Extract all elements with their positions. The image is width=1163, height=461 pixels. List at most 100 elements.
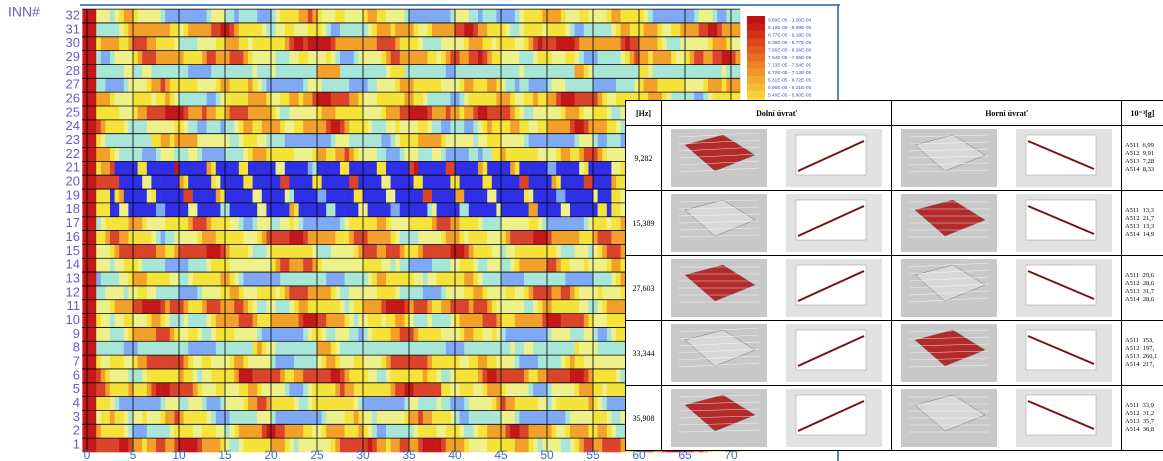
heat-cell [225,106,230,120]
heat-cell [570,300,575,314]
heat-cell [386,9,391,23]
heat-cell [377,341,382,355]
heat-cell [584,78,589,92]
heat-cell [441,397,446,411]
heat-cell [96,9,101,23]
heat-cell [547,355,552,369]
heat-cell [280,410,285,424]
heat-cell [579,148,584,162]
heat-cell [455,217,460,231]
heat-cell [519,189,524,203]
heat-cell [142,231,147,245]
heat-cell [193,78,198,92]
heat-cell [188,286,193,300]
heat-cell [248,9,253,23]
heat-cell [432,355,437,369]
heat-cell [303,78,308,92]
heat-cell [188,64,193,78]
heat-cell [423,148,428,162]
heat-cell [524,120,529,134]
heat-cell [409,355,414,369]
heat-cell [216,203,221,217]
heat-cell [96,341,101,355]
heat-cell [174,369,179,383]
heat-cell [496,314,501,328]
heat-cell [529,217,534,231]
heat-cell [239,51,244,65]
heat-cell [230,134,235,148]
heat-cell [510,189,515,203]
heat-cell [239,327,244,341]
heat-cell [584,148,589,162]
heat-cell [230,51,235,65]
heat-cell [138,258,143,272]
heat-cell [455,231,460,245]
heat-cell [630,51,635,65]
heat-cell [588,189,593,203]
heat-cell [147,272,152,286]
heat-cell [575,106,580,120]
heat-cell [202,300,207,314]
heat-cell [455,272,460,286]
heat-cell [165,355,170,369]
heat-cell [437,189,442,203]
heat-cell [515,203,520,217]
heat-cell [377,258,382,272]
y-tick-label: 18 [66,201,80,216]
heat-cell [216,217,221,231]
heat-cell [588,217,593,231]
heat-cell [556,286,561,300]
heat-cell [110,92,115,106]
heat-cell [363,120,368,134]
heat-cell [533,203,538,217]
heat-cell [588,175,593,189]
heat-cell [598,23,603,37]
heat-cell [487,300,492,314]
heat-cell [239,244,244,258]
heat-cell [211,203,216,217]
heat-cell [524,231,529,245]
heat-cell [133,148,138,162]
heat-cell [547,383,552,397]
heat-cell [308,355,313,369]
heat-cell [598,217,603,231]
heat-cell [211,410,216,424]
heat-cell [492,341,497,355]
heat-cell [409,327,414,341]
heat-cell [294,37,299,51]
heat-cell [404,175,409,189]
heat-cell [372,189,377,203]
heat-cell [404,203,409,217]
heat-cell [510,424,515,438]
heat-cell [151,134,156,148]
heat-cell [432,78,437,92]
heat-cell [87,397,92,411]
heat-cell [156,300,161,314]
heat-cell [211,189,216,203]
heat-cell [82,37,87,51]
heat-cell [676,23,681,37]
heat-cell [179,314,184,328]
heat-cell [197,272,202,286]
heat-cell [524,217,529,231]
heat-cell [253,258,258,272]
heat-cell [322,78,327,92]
heat-cell [326,175,331,189]
heat-cell [280,341,285,355]
heat-cell [317,120,322,134]
heat-cell [662,64,667,78]
heat-cell [248,410,253,424]
heat-cell [547,244,552,258]
heat-cell [611,134,616,148]
heat-cell [524,383,529,397]
heat-cell [464,258,469,272]
heat-cell [128,300,133,314]
heat-cell [142,148,147,162]
heat-cell [138,327,143,341]
heat-cell [722,78,727,92]
heat-cell [363,203,368,217]
heat-cell [529,37,534,51]
heat-cell [611,23,616,37]
heat-cell [473,148,478,162]
heat-cell [598,341,603,355]
